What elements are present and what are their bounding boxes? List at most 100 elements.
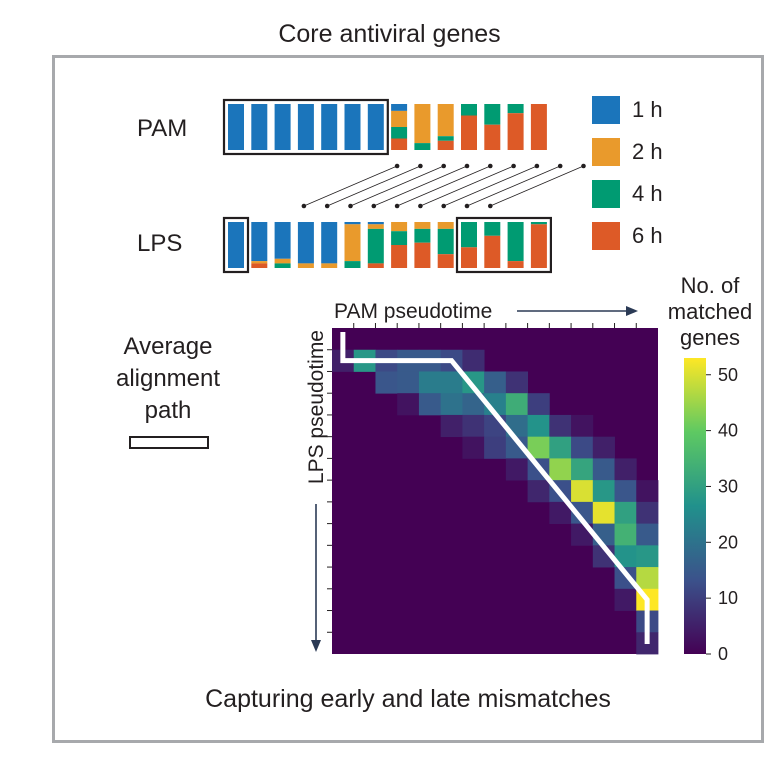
figure-title: Core antiviral genes	[278, 20, 501, 48]
bar-lps-7-seg-2	[367, 224, 384, 229]
heatmap-cell-r7-c14	[636, 480, 659, 503]
heatmap-cell-r5-c11	[571, 436, 594, 459]
heatmap-cell-r5-c12	[592, 436, 615, 459]
heatmap-cell-r6-c12	[592, 458, 615, 481]
bar-pam-1-seg-1	[228, 104, 244, 150]
bar-lps-3-seg-1	[274, 222, 291, 259]
bar-pam-14-seg-4	[530, 104, 547, 150]
match-dot-pam-6	[511, 163, 516, 169]
legend-label: 6 h	[632, 223, 663, 248]
match-dot-lps-1	[301, 203, 307, 209]
colorbar-tick-label-20: 20	[718, 532, 738, 552]
bar-lps-6-seg-3	[344, 261, 361, 268]
heatmap-cell-r7-c9	[527, 480, 550, 503]
heatmap-cell-r6-c10	[549, 458, 572, 481]
colorbar-tick-label-30: 30	[718, 476, 738, 496]
bar-lps-2-seg-4	[251, 263, 268, 268]
heatmap-cell-r7-c13	[614, 480, 637, 503]
bar-lps-7-seg-4	[367, 263, 384, 268]
bar-lps-8-seg-2	[391, 222, 408, 232]
legend-swatch	[592, 222, 620, 250]
heatmap-cell-r3-c3	[397, 393, 420, 416]
bar-pam-9-seg-3	[414, 143, 431, 150]
heatmap-cell-r8-c14	[636, 501, 659, 524]
bar-pam-8-seg-2	[391, 110, 408, 127]
colorbar-tick-label-10: 10	[718, 588, 738, 608]
bar-pam-6-seg-1	[344, 104, 361, 150]
match-line-2	[327, 165, 421, 207]
x-axis-label: PAM pseudotime	[334, 300, 492, 323]
heatmap-cell-r5-c8	[505, 436, 528, 459]
average-path-label-line2: alignment	[115, 365, 221, 392]
bar-lps-8-seg-3	[391, 231, 408, 245]
bar-pam-8-seg-4	[391, 138, 408, 150]
heatmap-cell-r9-c13	[614, 523, 637, 546]
highlight-box-pam-1	[222, 98, 389, 156]
bar-lps-9-seg-3	[414, 228, 431, 243]
colorbar-tick-label-40: 40	[718, 421, 738, 441]
match-dot-pam-7	[534, 163, 540, 169]
bar-lps-3-seg-2	[274, 258, 291, 264]
heatmap-cell-r5-c10	[549, 436, 572, 459]
match-line-1	[303, 165, 398, 207]
bar-pam-8-seg-1	[391, 104, 408, 111]
alignment-path	[340, 332, 650, 644]
legend-label: 1 h	[632, 97, 663, 122]
match-line-8	[466, 165, 561, 207]
bar-lps-14-seg-3	[530, 222, 547, 225]
heatmap-cell-r2-c4	[418, 371, 442, 394]
figure-caption: Capturing early and late mismatches	[205, 685, 611, 713]
bar-lps-12-seg-4	[484, 235, 501, 268]
bar-lps-10-seg-2	[437, 222, 454, 229]
heatmap-cell-r8-c10	[549, 501, 572, 524]
heatmap-cell-r8-c13	[614, 501, 637, 524]
bar-lps-7-seg-1	[367, 222, 384, 225]
heatmap-cell-r2-c8	[505, 371, 528, 394]
heatmap-cell-r12-c13	[614, 588, 637, 611]
heatmap-cell-r6-c8	[505, 458, 528, 481]
bar-lps-10-seg-3	[437, 228, 454, 255]
average-path-swatch	[129, 436, 209, 449]
heatmap-cell-r2-c2	[375, 371, 398, 394]
bar-lps-9-seg-4	[414, 242, 431, 268]
bar-pam-2-seg-1	[251, 104, 268, 150]
heatmap-cell-r4-c5	[440, 414, 463, 438]
heatmap-cell-r6-c11	[571, 458, 594, 481]
heatmap-cell-r4-c6	[462, 414, 485, 438]
bar-pam-7-seg-1	[367, 104, 384, 150]
heatmap-cell-r5-c7	[484, 436, 507, 459]
row-label-pam: PAM	[137, 115, 188, 142]
bar-lps-14-seg-4	[530, 224, 547, 268]
heatmap-cell-r11-c14	[636, 567, 659, 590]
bar-lps-5-seg-2	[321, 263, 338, 268]
heatmap-cell-r4-c10	[549, 414, 572, 438]
match-dot-pam-9	[581, 163, 586, 169]
bar-lps-13-seg-4	[507, 261, 524, 268]
colorbar-tick-label-0: 0	[718, 644, 728, 664]
heatmap-cell-r9-c14	[636, 523, 659, 546]
legend-swatch	[592, 180, 620, 208]
bar-pam-10-seg-3	[437, 136, 454, 141]
heatmap-cell-r8-c12	[592, 501, 615, 524]
heatmap-cell-r3-c5	[440, 393, 463, 416]
match-dot-lps-9	[488, 203, 493, 209]
match-dot-lps-3	[348, 203, 353, 209]
bar-pam-5-seg-1	[321, 104, 338, 150]
heatmap-cell-r5-c9	[527, 436, 550, 459]
bar-lps-1-seg-1	[228, 222, 244, 268]
average-path-label-line3: path	[144, 397, 192, 424]
heatmap-cell-r2-c7	[484, 371, 507, 394]
bar-pam-11-seg-4	[461, 115, 477, 150]
colorbar	[684, 358, 706, 654]
bar-pam-10-seg-4	[437, 140, 454, 150]
bar-pam-13-seg-3	[507, 104, 524, 114]
heatmap-cell-r7-c11	[571, 480, 594, 503]
bar-pam-8-seg-3	[391, 127, 408, 139]
bar-pam-4-seg-1	[297, 104, 314, 150]
bar-lps-4-seg-1	[297, 222, 314, 264]
bar-pam-3-seg-1	[274, 104, 291, 150]
heatmap-cell-r2-c5	[440, 371, 463, 394]
highlight-box-lps-2	[455, 216, 553, 274]
bar-lps-6-seg-2	[344, 224, 361, 262]
bar-pam-11-seg-3	[461, 104, 477, 116]
